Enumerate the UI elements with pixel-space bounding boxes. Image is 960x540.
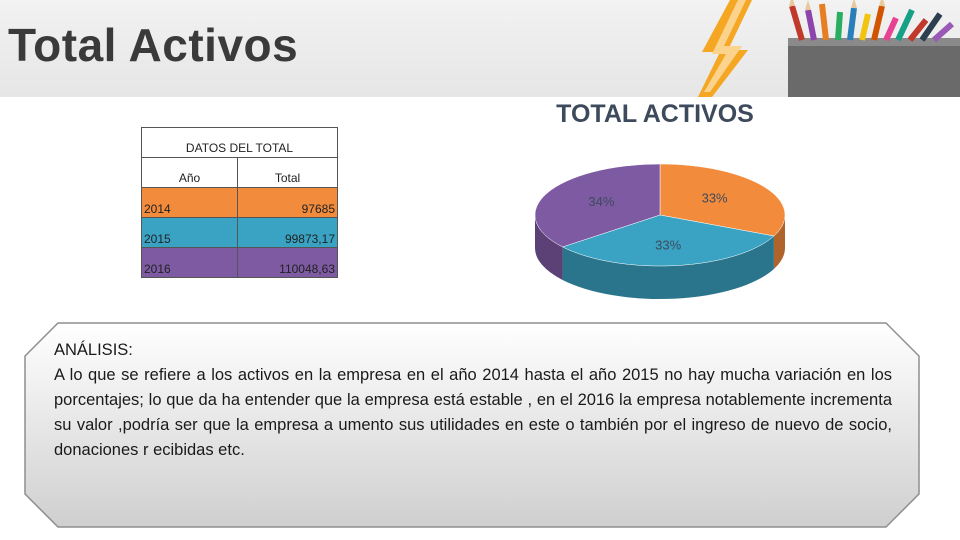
table-header-year: Año: [141, 157, 238, 188]
table-row: 2016 110048,63: [141, 247, 338, 278]
table-cell-total: 97685: [237, 187, 338, 218]
table-cell-year: 2015: [141, 217, 238, 248]
pie-chart: 33% 33% 34%: [534, 163, 786, 299]
analysis-body: A lo que se refiere a los activos en la …: [54, 366, 892, 459]
page-title: Total Activos: [8, 19, 299, 71]
table-row: 2014 97685: [141, 187, 338, 218]
table-cell-total: 99873,17: [237, 217, 338, 248]
pie-slice-3: [534, 163, 661, 248]
analysis-box: [24, 322, 920, 528]
table-cell-year: 2014: [141, 187, 238, 218]
table-title: DATOS DEL TOTAL: [141, 127, 338, 158]
analysis-text: ANÁLISIS: A lo que se refiere a los acti…: [54, 338, 892, 463]
pencils-decoration: [698, 0, 960, 97]
pie-slice-1: [659, 163, 786, 237]
pie-slice-2: [561, 214, 775, 267]
analysis-heading: ANÁLISIS:: [54, 341, 133, 359]
pie-slice-side: [562, 236, 774, 299]
pie-data-label: 34%: [588, 194, 614, 209]
table-cell-total: 110048,63: [237, 247, 338, 278]
data-table: DATOS DEL TOTAL Año Total 2014 97685 201…: [141, 127, 338, 278]
table-cell-year: 2016: [141, 247, 238, 278]
pie-slice-side: [535, 215, 563, 280]
table-header-total: Total: [237, 157, 338, 188]
chart-title: TOTAL ACTIVOS: [556, 100, 754, 128]
pie-slice-side: [773, 215, 785, 270]
table-row: 2015 99873,17: [141, 217, 338, 248]
pie-data-label: 33%: [702, 190, 728, 205]
pie-data-label: 33%: [655, 237, 681, 252]
